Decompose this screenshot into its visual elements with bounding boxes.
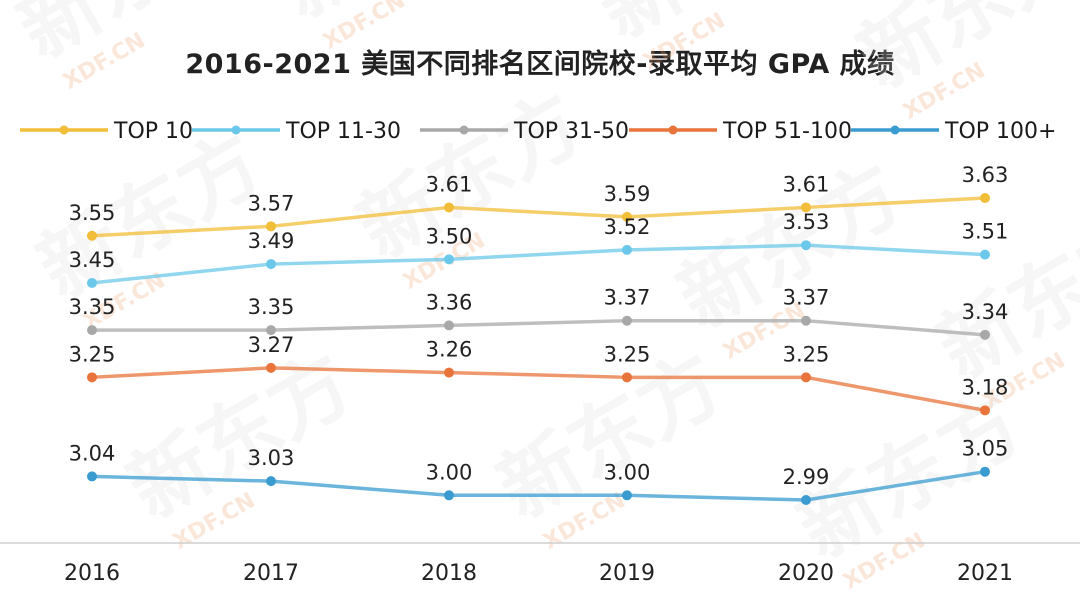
data-label: 3.57 [248, 191, 295, 215]
data-point [622, 372, 632, 383]
data-point [266, 476, 276, 487]
data-label: 3.59 [604, 182, 651, 206]
data-label: 3.49 [248, 229, 295, 253]
data-label: 3.36 [426, 290, 473, 314]
data-point [622, 211, 632, 222]
data-point [266, 325, 276, 336]
x-tick-label: 2020 [778, 561, 834, 586]
data-point [980, 405, 990, 416]
series-line [91, 196, 986, 238]
data-label: 3.04 [69, 441, 116, 465]
data-point [444, 254, 454, 265]
data-point [87, 277, 97, 288]
data-point [266, 362, 276, 373]
data-label: 2.99 [783, 465, 830, 489]
data-label: 3.52 [604, 215, 651, 239]
data-label: 3.03 [248, 446, 295, 470]
data-point [266, 221, 276, 232]
watermark-layer: 新东方XDF.CN新东方XDF.CN新东方XDF.CN新东方XDF.CN新东方X… [3, 0, 1080, 595]
legend-marker [890, 125, 900, 135]
data-label: 3.50 [426, 224, 473, 248]
data-label: 3.18 [962, 375, 1009, 399]
data-point [801, 202, 811, 213]
data-label: 3.25 [604, 342, 651, 366]
data-point [87, 325, 97, 336]
legend-label: TOP 31-50 [513, 119, 629, 144]
x-tick-label: 2019 [599, 561, 655, 586]
data-point [980, 466, 990, 477]
x-tick-label: 2016 [64, 561, 120, 586]
data-point [801, 315, 811, 326]
x-axis-ticks: 2016 2017 2018 2019 2020 2021 [64, 561, 1013, 586]
data-label: 3.37 [783, 286, 830, 310]
data-label: 3.63 [962, 163, 1009, 187]
data-label: 3.61 [426, 172, 473, 196]
data-point [801, 240, 811, 251]
legend-marker [668, 125, 678, 135]
data-point [622, 244, 632, 255]
series-line [92, 318, 986, 337]
value-labels: 3.55 3.57 3.61 3.59 3.61 3.63 3.45 3.49 3.50 3.52… [69, 163, 1009, 489]
data-point [444, 202, 454, 213]
chart-title: 2016-2021 美国不同排名区间院校-录取平均 GPA 成绩 [185, 49, 895, 80]
data-label: 3.37 [604, 286, 651, 310]
data-label: 3.27 [248, 333, 295, 357]
data-point [444, 490, 454, 501]
data-point [980, 329, 990, 340]
data-point [87, 372, 97, 383]
x-tick-label: 2021 [957, 561, 1013, 586]
data-label: 3.45 [69, 248, 116, 272]
series-layer [87, 193, 990, 505]
data-label: 3.51 [962, 220, 1009, 244]
data-point [622, 490, 632, 501]
data-label: 3.05 [962, 437, 1009, 461]
data-label: 3.55 [69, 201, 116, 225]
data-point [980, 249, 990, 260]
series-line [91, 243, 986, 285]
legend-label: TOP 11-30 [285, 119, 401, 144]
data-point [801, 372, 811, 383]
data-point [980, 193, 990, 203]
data-label: 3.61 [783, 172, 830, 196]
legend-marker [459, 125, 469, 135]
x-tick-label: 2017 [243, 561, 299, 586]
legend-marker [231, 125, 241, 135]
legend-marker [59, 125, 69, 135]
data-label: 3.26 [426, 338, 473, 362]
data-point [801, 495, 811, 505]
data-point [266, 259, 276, 270]
data-label: 3.34 [962, 300, 1009, 324]
data-point [444, 367, 454, 378]
data-label: 3.53 [783, 210, 830, 234]
data-label: 3.25 [69, 342, 116, 366]
legend-label: TOP 100+ [944, 119, 1056, 144]
series-line [91, 469, 986, 502]
data-label: 3.35 [248, 295, 295, 319]
x-tick-label: 2018 [421, 561, 477, 586]
data-point [87, 230, 97, 241]
data-label: 3.35 [69, 295, 116, 319]
data-label: 3.25 [783, 342, 830, 366]
data-point [622, 315, 632, 326]
series-line [91, 366, 986, 413]
data-label: 3.00 [604, 460, 651, 484]
data-label: 3.00 [426, 460, 473, 484]
legend-label: TOP 10 [113, 119, 193, 144]
legend: TOP 10 TOP 11-30 TOP 31-50 TOP 51-100 TOP 10… [20, 119, 1056, 144]
data-point [444, 320, 454, 331]
legend-label: TOP 51-100 [722, 119, 852, 144]
data-point [87, 471, 97, 482]
